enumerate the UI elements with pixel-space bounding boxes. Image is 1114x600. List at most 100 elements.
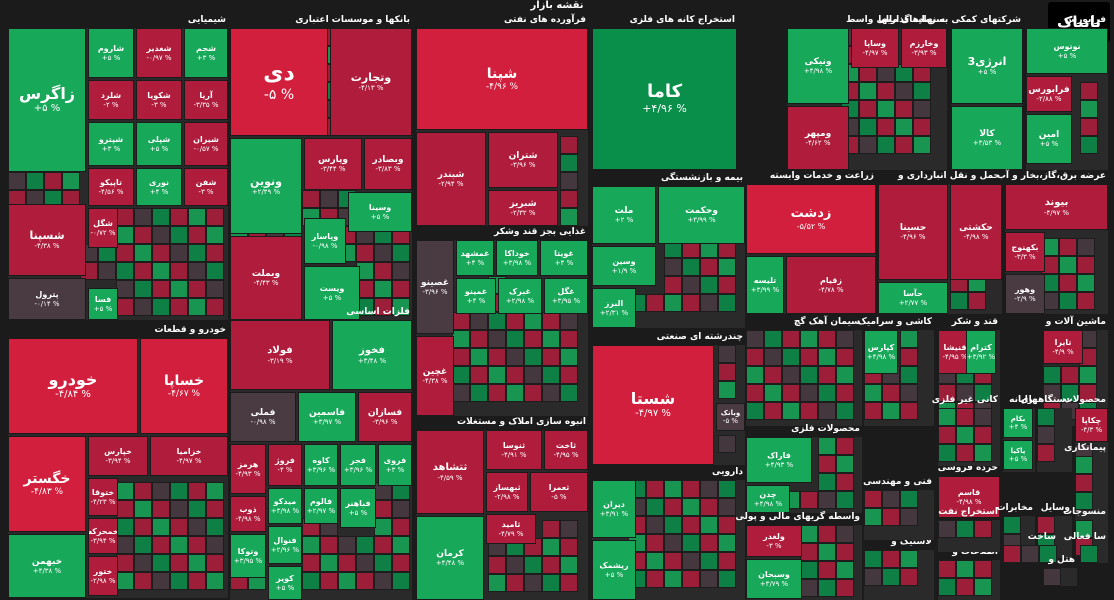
stock-tile[interactable]: تاپیکو -۴/۵۶ % bbox=[88, 168, 134, 206]
stock-tile[interactable]: هرمز -۴/۹۳ % bbox=[230, 444, 266, 494]
stock-tile[interactable]: شگل -۰/۷۲ % bbox=[88, 208, 118, 248]
stock-tile[interactable]: ملت +۲ % bbox=[592, 186, 656, 244]
stock-tile[interactable]: ثنوسا -۴/۹۱ % bbox=[486, 430, 542, 470]
stock-tile[interactable]: فاسمین +۳/۹۷ % bbox=[298, 392, 356, 442]
stock-tile[interactable]: فالوم +۲/۹۷ % bbox=[304, 488, 338, 524]
stock-tile[interactable]: چکاپا -۴/۳ % bbox=[1075, 408, 1108, 442]
stock-tile[interactable]: فخوز +۳/۴۸ % bbox=[332, 320, 412, 390]
stock-tile[interactable]: خمحرکه -۳/۹۴ % bbox=[88, 518, 118, 554]
stock-tile[interactable]: ولغدر -۳ % bbox=[746, 525, 802, 557]
stock-tile[interactable]: شپترو +۳ % bbox=[88, 122, 134, 166]
stock-tile[interactable]: خپارس -۳/۹۴ % bbox=[88, 436, 148, 476]
stock-tile[interactable]: ختوقا -۴/۲۳ % bbox=[88, 478, 118, 516]
stock-tile[interactable]: فروژ -۴ % bbox=[268, 444, 302, 486]
stock-tile[interactable]: وسینا +۵ % bbox=[348, 192, 412, 232]
stock-tile[interactable]: وبملت -۴/۴۳ % bbox=[230, 236, 302, 320]
stock-tile[interactable]: ثاخت -۴/۹۵ % bbox=[544, 430, 588, 470]
stock-tile[interactable]: وساپا -۴/۹۷ % bbox=[851, 28, 899, 68]
stock-tile[interactable]: خگستر -۴/۸۳ % bbox=[8, 436, 86, 532]
stock-tile[interactable]: ونیکی +۴/۹۸ % bbox=[787, 28, 849, 104]
stock-tile[interactable]: فسا +۵ % bbox=[88, 288, 118, 320]
stock-tile[interactable]: ونوین +۲/۴۹ % bbox=[230, 138, 302, 234]
stock-tile[interactable]: وبصادر -۳/۸۳ % bbox=[364, 138, 412, 190]
stock-tile[interactable]: خساپا -۴/۶۷ % bbox=[140, 338, 228, 434]
stock-tile[interactable]: پاکیا +۵ % bbox=[1003, 440, 1033, 470]
stock-tile[interactable]: چدن +۴/۹۸ % bbox=[746, 485, 790, 513]
stock-tile[interactable]: شفن -۳ % bbox=[184, 168, 228, 206]
stock-tile[interactable]: حسینا -۴/۹۶ % bbox=[878, 184, 948, 280]
stock-tile[interactable]: شجم +۳ % bbox=[184, 28, 228, 78]
stock-tile[interactable]: شاروم +۵ % bbox=[88, 28, 134, 78]
stock-tile[interactable]: غگل +۳/۹۵ % bbox=[544, 278, 588, 314]
stock-tile[interactable]: آریا -۳/۳۵ % bbox=[184, 80, 228, 120]
stock-tile[interactable]: دی -۵ % bbox=[230, 28, 328, 136]
stock-tile[interactable]: شبندر -۲/۹۴ % bbox=[416, 132, 486, 226]
stock-tile[interactable]: ثبهساز -۲/۹۸ % bbox=[486, 472, 528, 512]
stock-tile[interactable]: خودرو -۴/۸۴ % bbox=[8, 338, 138, 434]
stock-tile[interactable]: ذوب -۴/۹۸ % bbox=[230, 496, 266, 532]
stock-tile[interactable]: شلرد -۲ % bbox=[88, 80, 134, 120]
stock-tile[interactable]: غبرک +۲/۹۸ % bbox=[498, 278, 542, 314]
stock-tile[interactable]: کویر +۵ % bbox=[268, 566, 302, 600]
stock-tile[interactable]: ریشمک +۵ % bbox=[592, 540, 636, 600]
stock-tile[interactable]: قاسم -۴/۹۸ % bbox=[938, 476, 1000, 518]
stock-tile[interactable]: شکویا -۳ % bbox=[136, 80, 182, 120]
stock-tile[interactable]: حآسا +۲/۷۷ % bbox=[878, 282, 948, 314]
stock-tile[interactable]: فاراک +۴/۹۳ % bbox=[746, 437, 812, 483]
stock-tile[interactable]: وتوکا +۳/۹۵ % bbox=[230, 534, 266, 578]
stock-tile[interactable]: حکشتی -۴/۹۸ % bbox=[950, 184, 1002, 280]
stock-tile[interactable]: وتجارت -۴/۱۳ % bbox=[330, 28, 412, 136]
stock-tile[interactable]: زقیام -۴/۷۸ % bbox=[786, 256, 876, 314]
stock-tile[interactable]: زاگرس +۵ % bbox=[8, 28, 86, 172]
stock-tile[interactable]: خزامیا -۴/۹۷ % bbox=[150, 436, 228, 476]
stock-tile[interactable]: غچین -۴/۳۸ % bbox=[416, 336, 454, 416]
stock-tile[interactable]: بکام +۴ % bbox=[1003, 408, 1033, 438]
stock-tile[interactable]: ویست +۵ % bbox=[304, 266, 360, 320]
stock-tile[interactable]: بکهنوج -۳/۳ % bbox=[1005, 232, 1045, 272]
stock-tile[interactable]: فملی -۰/۹۸ % bbox=[230, 392, 296, 442]
stock-tile[interactable]: شیران -۰/۵۷ % bbox=[184, 122, 228, 166]
stock-tile[interactable]: غمینو +۴ % bbox=[456, 278, 496, 314]
stock-tile[interactable]: شغدیر -۰/۹۷ % bbox=[136, 28, 182, 78]
stock-tile[interactable]: ومپهر -۴/۶۲ % bbox=[787, 106, 849, 170]
stock-tile[interactable]: کاما +۴/۹۶ % bbox=[592, 28, 737, 170]
stock-tile[interactable]: وبانک -۵ % bbox=[716, 403, 745, 431]
stock-tile[interactable]: تایرا -۴/۹ % bbox=[1043, 330, 1083, 364]
stock-tile[interactable]: دیران +۳/۹۱ % bbox=[592, 480, 636, 538]
stock-tile[interactable]: انرژی3 +۵ % bbox=[951, 28, 1023, 104]
stock-tile[interactable]: وخارزم -۳/۹۳ % bbox=[901, 28, 947, 68]
stock-tile[interactable]: نوری +۴ % bbox=[136, 168, 182, 206]
stock-tile[interactable]: کاوه +۳/۹۶ % bbox=[304, 444, 338, 486]
stock-tile[interactable]: ثعمرا -۵ % bbox=[530, 472, 588, 512]
stock-tile[interactable]: ختور -۲/۹۸ % bbox=[88, 556, 118, 596]
stock-tile[interactable]: تلیسه +۳/۹۹ % bbox=[746, 256, 784, 314]
stock-tile[interactable]: کترام +۳/۹۲ % bbox=[966, 330, 996, 374]
stock-tile[interactable]: بیوند -۴/۹۷ % bbox=[1005, 184, 1108, 230]
stock-tile[interactable]: وپاسار -۰/۹۸ % bbox=[304, 218, 346, 264]
stock-tile[interactable]: کالا +۳/۵۳ % bbox=[951, 106, 1023, 170]
stock-tile[interactable]: امین +۵ % bbox=[1026, 114, 1072, 164]
stock-tile[interactable]: فسازان -۳/۹۶ % bbox=[358, 392, 412, 442]
stock-tile[interactable]: غمشهد +۴ % bbox=[456, 240, 494, 276]
stock-tile[interactable]: زدشت -۵/۵۲ % bbox=[746, 184, 876, 254]
stock-tile[interactable]: خوداکا +۳/۹۸ % bbox=[496, 240, 538, 276]
stock-tile[interactable]: ثامید -۴/۷۹ % bbox=[486, 514, 536, 544]
stock-tile[interactable]: فنوال +۲/۹۶ % bbox=[268, 526, 302, 564]
stock-tile[interactable]: شبریز -۲/۳۲ % bbox=[488, 190, 558, 226]
stock-tile[interactable]: شستا -۴/۹۷ % bbox=[592, 345, 714, 465]
stock-tile[interactable]: خبهمن +۴/۳۸ % bbox=[8, 534, 86, 598]
stock-tile[interactable]: فروی +۳ % bbox=[378, 444, 412, 486]
stock-tile[interactable]: فجر +۳/۹۶ % bbox=[340, 444, 376, 486]
stock-tile[interactable]: میدکو +۳/۹۸ % bbox=[268, 488, 302, 524]
stock-tile[interactable]: شپلی +۵ % bbox=[136, 122, 182, 166]
stock-tile[interactable]: فولاد -۳/۱۹ % bbox=[230, 320, 330, 390]
stock-tile[interactable]: وپارس -۳/۴۴ % bbox=[304, 138, 362, 190]
stock-tile[interactable]: شتران -۳/۹۶ % bbox=[488, 132, 558, 188]
stock-tile[interactable]: نوتوس +۵ % bbox=[1026, 28, 1108, 74]
stock-tile[interactable]: غویتا +۴ % bbox=[540, 240, 588, 276]
stock-tile[interactable]: کپارس +۴/۹۸ % bbox=[864, 330, 898, 374]
stock-tile[interactable]: فباهنر +۵ % bbox=[340, 488, 376, 528]
stock-tile[interactable]: فرابورس -۲/۸۸ % bbox=[1026, 76, 1072, 112]
stock-tile[interactable]: پترول -۰/۱۴ % bbox=[8, 278, 86, 320]
stock-tile[interactable]: وسبحان +۳/۷۹ % bbox=[746, 559, 802, 599]
